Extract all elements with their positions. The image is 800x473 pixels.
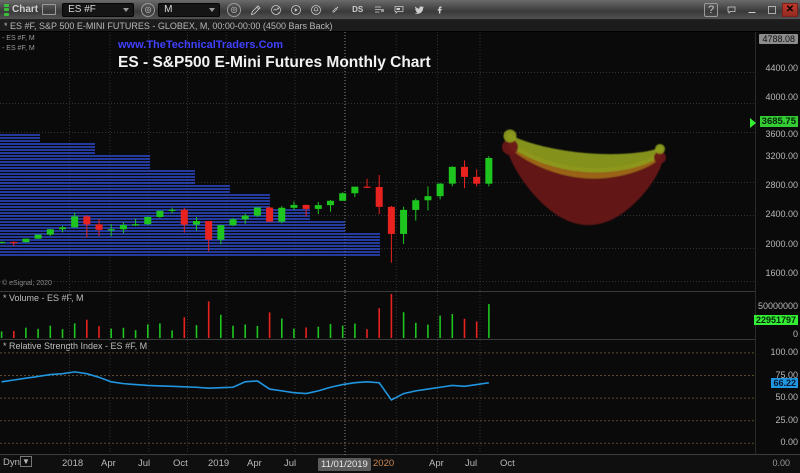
svg-text:© eSignal, 2020: © eSignal, 2020 [2, 279, 52, 287]
svg-text:- ES #F, M: - ES #F, M [2, 45, 35, 52]
svg-text:www.TheTechnicalTraders.Com: www.TheTechnicalTraders.Com [117, 39, 283, 51]
svg-text:- ES #F, M: - ES #F, M [2, 35, 35, 42]
svg-text:ES - S&P500 E-Mini Futures Mon: ES - S&P500 E-Mini Futures Monthly Chart [118, 54, 431, 71]
